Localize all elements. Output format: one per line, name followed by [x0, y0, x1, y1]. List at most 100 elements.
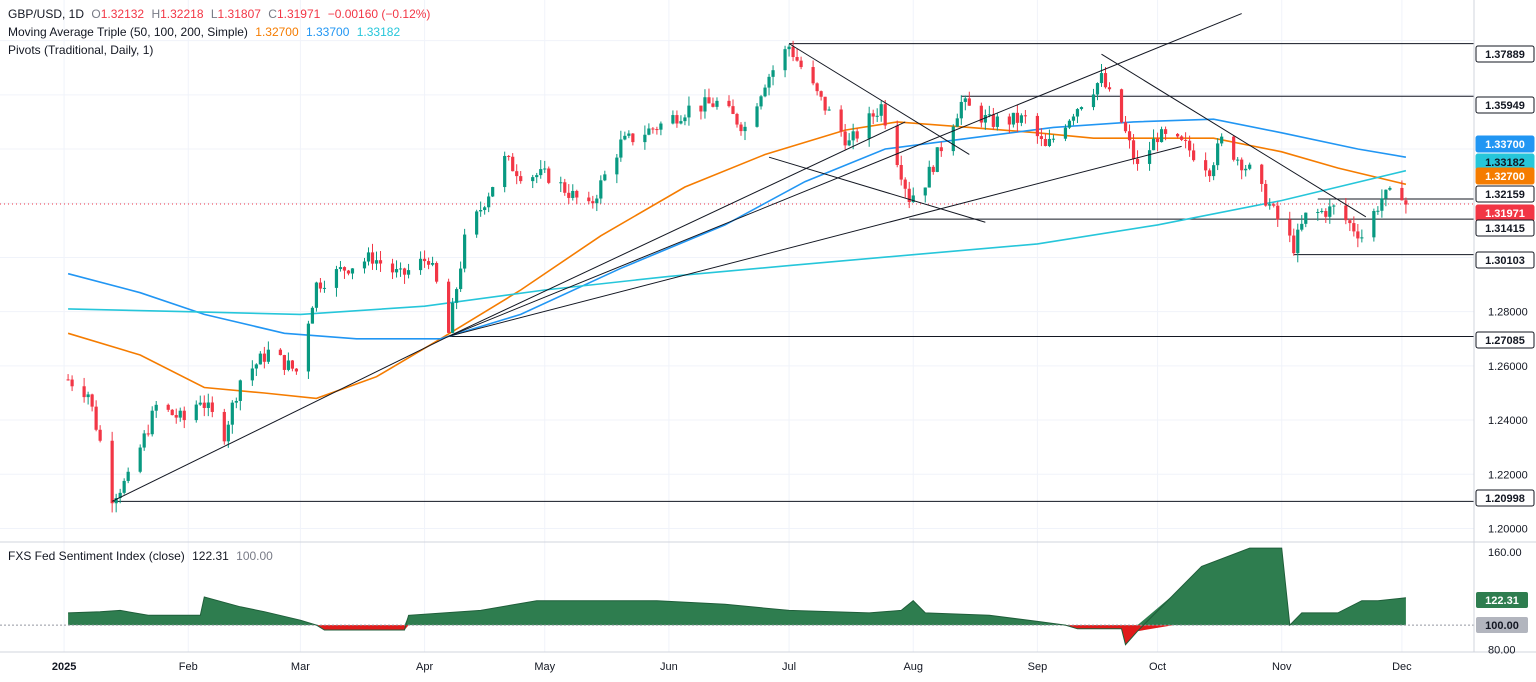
candle-body	[1007, 116, 1011, 125]
candle-body	[430, 263, 435, 265]
candle-body	[791, 46, 795, 58]
candle-body	[595, 198, 599, 204]
price-tag	[1475, 331, 1535, 349]
candle-body	[1192, 150, 1196, 161]
candle-body	[1328, 206, 1332, 217]
candle-body	[250, 368, 254, 381]
candle-body	[615, 157, 619, 175]
candle-body	[455, 289, 459, 303]
candle-body	[1272, 204, 1276, 206]
candle-body	[90, 394, 94, 407]
sentiment-area	[0, 547, 1474, 646]
candle-body	[879, 104, 883, 116]
candle-body	[675, 115, 679, 124]
candle-body	[1248, 164, 1252, 169]
candle-body	[1163, 129, 1168, 134]
price-tag	[1475, 185, 1535, 203]
candle-body	[599, 180, 603, 199]
trendline	[448, 145, 1182, 337]
candle-body	[1344, 205, 1348, 221]
candle-body	[603, 174, 607, 181]
candles	[66, 40, 1408, 513]
candle-body	[426, 261, 431, 265]
candle-body	[1039, 136, 1044, 140]
low-value: 1.31807	[217, 7, 261, 21]
candle-body	[931, 166, 935, 172]
candle-body	[226, 424, 230, 442]
candle-body	[1388, 187, 1392, 190]
candle-body	[759, 96, 763, 107]
pivots-legend: Pivots (Traditional, Daily, 1)	[8, 42, 157, 58]
candle-body	[1232, 136, 1236, 160]
indicator-title[interactable]: FXS Fed Sentiment Index (close)	[8, 549, 185, 563]
candle-body	[1015, 112, 1019, 123]
candle-body	[66, 379, 70, 381]
sentiment-line	[68, 547, 1406, 646]
candle-body	[819, 91, 823, 97]
candle-body	[899, 165, 903, 180]
candle-body	[787, 46, 791, 50]
candle-body	[531, 177, 535, 182]
candle-body	[166, 404, 170, 410]
candle-body	[1019, 115, 1023, 123]
candle-body	[1216, 143, 1220, 166]
candle-body	[587, 197, 591, 202]
candle-body	[487, 196, 491, 208]
candle-body	[927, 166, 931, 188]
candle-body	[755, 106, 759, 127]
candle-body	[138, 447, 142, 472]
candle-body	[571, 190, 575, 198]
trendline	[448, 121, 906, 337]
candle-body	[394, 269, 399, 273]
symbol-label[interactable]: GBP/USD, 1D	[8, 7, 85, 21]
candle-body	[198, 402, 202, 405]
candle-body	[1127, 131, 1132, 141]
trendlines	[111, 13, 1367, 502]
candle-body	[1180, 136, 1184, 140]
candle-body	[623, 135, 627, 140]
candle-body	[114, 498, 118, 504]
candle-body	[991, 114, 995, 127]
price-tag-label: 1.37889	[1485, 49, 1525, 61]
pivots-title[interactable]: Pivots (Traditional, Daily, 1)	[8, 43, 154, 57]
price-tag	[1475, 96, 1535, 114]
price-tag	[1475, 45, 1535, 63]
candle-body	[1236, 159, 1240, 161]
candle-body	[378, 260, 383, 264]
candle-body	[1300, 223, 1304, 230]
high-value: 1.32218	[160, 7, 204, 21]
candle-body	[475, 211, 479, 235]
y-tick-label: 1.26000	[1488, 361, 1528, 373]
price-tag-label: 1.30103	[1485, 255, 1525, 267]
candle-body	[811, 67, 815, 84]
candle-body	[170, 409, 174, 416]
x-tick-label: Dec	[1392, 661, 1412, 673]
sentiment-positive-area	[68, 548, 1406, 626]
candle-body	[827, 109, 831, 111]
candle-body	[679, 121, 683, 124]
y-tick-label: 1.20000	[1488, 523, 1528, 535]
candle-body	[451, 302, 455, 333]
candle-body	[1380, 198, 1384, 211]
candle-body	[907, 188, 911, 203]
candle-body	[294, 368, 299, 372]
ma200-value: 1.33182	[356, 25, 401, 39]
candle-body	[1404, 200, 1408, 205]
candle-body	[715, 100, 719, 107]
candle-body	[1332, 205, 1336, 207]
price-tag	[1475, 251, 1535, 269]
candle-body	[707, 97, 711, 104]
indicator-value: 122.31	[192, 549, 229, 563]
candle-body	[547, 168, 551, 183]
ma-title[interactable]: Moving Average Triple (50, 100, 200, Sim…	[8, 25, 248, 39]
candle-body	[871, 113, 875, 117]
candle-body	[1348, 220, 1352, 224]
candle-body	[266, 349, 270, 362]
candle-body	[1011, 112, 1015, 125]
candle-body	[362, 261, 367, 269]
candle-body	[1099, 73, 1104, 84]
candle-body	[290, 360, 294, 369]
candle-body	[535, 175, 539, 178]
indicator-base: 100.00	[236, 549, 273, 563]
